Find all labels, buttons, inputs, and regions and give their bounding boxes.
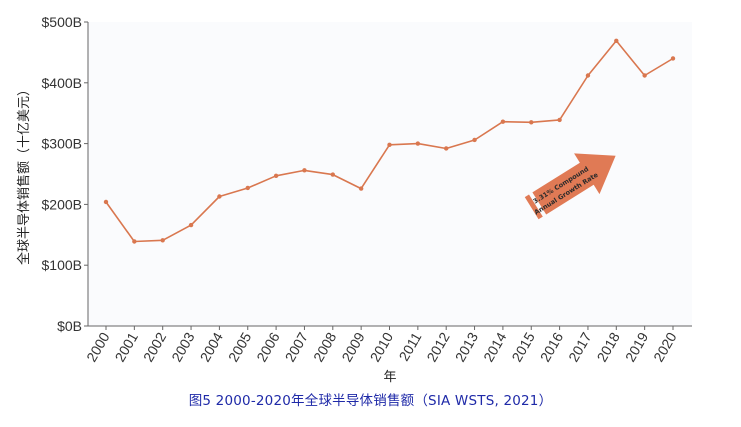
- series-points: [103, 38, 676, 244]
- y-tick-label: $0B: [57, 318, 82, 334]
- data-point: [415, 141, 421, 146]
- x-tick-label: 2019: [622, 329, 652, 364]
- data-point: [188, 222, 194, 228]
- data-point: [103, 199, 109, 205]
- x-tick-label: 2020: [650, 329, 680, 364]
- data-point: [273, 173, 279, 179]
- x-tick-label: 2012: [423, 329, 453, 364]
- data-point: [358, 186, 364, 191]
- figure-caption: 图5 2000-2020年全球半导体销售额（SIA WSTS, 2021）: [188, 393, 553, 409]
- x-tick-label: 2008: [310, 329, 340, 364]
- x-tick-label: 2009: [338, 329, 368, 364]
- x-tick-label: 2014: [480, 329, 510, 364]
- y-tick-label: $400B: [42, 75, 82, 91]
- x-tick-label: 2007: [282, 329, 312, 364]
- x-tick-label: 2011: [396, 329, 425, 363]
- data-point: [160, 238, 165, 243]
- x-tick-label: 2002: [140, 329, 170, 364]
- data-point: [670, 56, 676, 61]
- data-point: [387, 142, 392, 148]
- data-point: [132, 239, 137, 244]
- x-tick-label: 2016: [537, 329, 567, 364]
- data-point: [500, 119, 506, 124]
- x-tick-label: 2015: [508, 329, 538, 364]
- x-tick-label: 2000: [83, 329, 113, 364]
- data-point: [245, 185, 250, 191]
- x-tick-label: 2004: [197, 329, 227, 364]
- growth-arrow-tail: [524, 194, 543, 220]
- data-point: [585, 73, 591, 78]
- data-point: [217, 194, 222, 199]
- x-tick-label: 2010: [367, 329, 397, 364]
- x-tick-label: 2017: [565, 329, 595, 364]
- data-point: [444, 146, 449, 151]
- data-point: [302, 168, 307, 173]
- x-tick-label: 2006: [253, 329, 283, 364]
- data-point: [529, 120, 534, 125]
- y-axis-title: 全球半导体销售额（十亿美元）: [16, 83, 32, 265]
- x-tick-label: 2003: [168, 329, 198, 364]
- y-tick-label: $500B: [42, 14, 82, 30]
- x-tick-label: 2013: [452, 329, 482, 364]
- x-tick-label: 2005: [225, 329, 255, 364]
- data-point: [557, 117, 562, 123]
- x-axis-title: 年: [383, 370, 396, 385]
- x-tick-label: 2001: [112, 329, 142, 364]
- data-point: [614, 38, 619, 44]
- data-point: [330, 172, 335, 177]
- x-axis-ticks: 2000200120022003200420052006200720082009…: [83, 326, 680, 364]
- data-point: [472, 137, 477, 143]
- y-axis-ticks: $0B $100B $200B $300B $400B $500B: [42, 14, 88, 334]
- y-tick-label: $100B: [42, 257, 82, 273]
- data-point: [642, 73, 647, 78]
- growth-arrow-shape: [532, 153, 616, 215]
- x-tick-label: 2018: [593, 329, 623, 364]
- y-tick-label: $200B: [42, 196, 82, 212]
- y-tick-label: $300B: [42, 136, 82, 152]
